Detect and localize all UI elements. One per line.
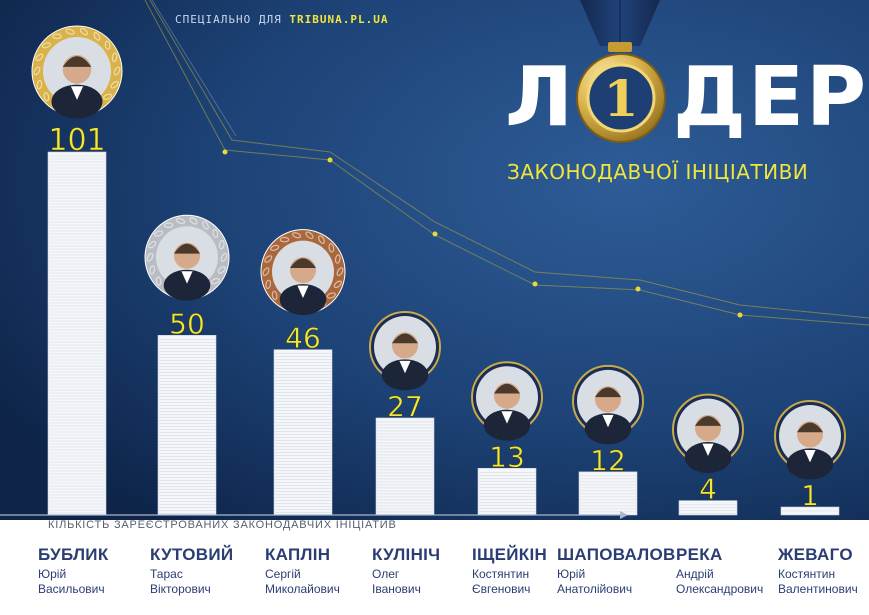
value-label: 13 bbox=[489, 440, 525, 473]
medal-number: 1 bbox=[604, 69, 639, 128]
person-8: ЖЕВАГО Костянтин Валентинович bbox=[778, 545, 858, 597]
paper-stack-icon bbox=[157, 334, 217, 516]
person-7: РЕКА Андрій Олександрович bbox=[676, 545, 763, 597]
medal-ribbon-icon bbox=[580, 0, 660, 52]
person-surname: ІЩЕЙКІН bbox=[472, 545, 548, 564]
credit-site: TRIBUNA.PL.UA bbox=[289, 13, 389, 26]
portrait-icon bbox=[483, 409, 531, 441]
chart-canvas: 101 50 46 27 13 12 4 1 bbox=[0, 0, 869, 520]
person-surname: ШАПОВАЛОВ bbox=[557, 545, 676, 564]
portrait-icon bbox=[163, 269, 211, 301]
paper-stack-lines bbox=[680, 504, 736, 514]
person-patronymic: Вікторович bbox=[150, 582, 211, 596]
subtitle: ЗАКОНОДАВЧОЇ ІНІЦІАТИВИ bbox=[507, 160, 809, 184]
paper-stack-icon bbox=[578, 471, 638, 516]
person-surname: ЖЕВАГО bbox=[778, 545, 853, 564]
page-title: Л 1 ДЕР bbox=[505, 48, 866, 148]
portrait-5 bbox=[471, 361, 543, 441]
paper-stack-lines bbox=[275, 353, 331, 513]
x-axis-label: КІЛЬКІСТЬ ЗАРЕЄСТРОВАНИХ ЗАКОНОДАВЧИХ ІН… bbox=[48, 519, 397, 531]
person-surname: БУБЛИК bbox=[38, 545, 109, 564]
portrait-icon bbox=[786, 448, 834, 480]
person-patronymic: Іванович bbox=[372, 582, 421, 596]
paper-stack-lines bbox=[479, 471, 535, 512]
portrait-icon bbox=[684, 442, 732, 474]
portrait-2 bbox=[144, 214, 230, 301]
arrow-right-icon bbox=[620, 511, 628, 519]
portrait-1 bbox=[31, 25, 123, 119]
person-6: ШАПОВАЛОВ Юрій Анатолійович bbox=[557, 545, 676, 597]
credit-line: СПЕЦІАЛЬНО ДЛЯ TRIBUNA.PL.UA bbox=[175, 13, 388, 26]
bar-7: 4 bbox=[672, 393, 744, 516]
people-names: БУБЛИК Юрій Васильович КУТОВИЙ Тарас Вікторов… bbox=[0, 545, 869, 615]
paper-stack-icon bbox=[47, 151, 107, 516]
person-2: КУТОВИЙ Тарас Вікторович bbox=[150, 545, 233, 597]
portrait-icon bbox=[51, 84, 103, 119]
medal-icon: 1 bbox=[576, 53, 666, 143]
paper-stack-lines bbox=[49, 155, 105, 514]
bars: 101 50 46 27 13 12 4 1 bbox=[31, 25, 846, 516]
value-label: 46 bbox=[285, 322, 321, 355]
portrait-7 bbox=[672, 393, 744, 474]
person-patronymic: Васильович bbox=[38, 582, 105, 596]
bar-2: 50 bbox=[144, 214, 230, 516]
person-surname: КУЛІНІЧ bbox=[372, 545, 441, 564]
person-5: ІЩЕЙКІН Костянтин Євгенович bbox=[472, 545, 547, 597]
person-first-name: Олег bbox=[372, 567, 400, 581]
bar-4: 27 bbox=[369, 310, 441, 516]
bar-3: 46 bbox=[260, 229, 346, 516]
title-right: ДЕР bbox=[673, 50, 869, 145]
paper-stack-icon bbox=[477, 467, 537, 516]
trend-dots bbox=[222, 149, 743, 318]
paper-stack-lines bbox=[580, 475, 636, 513]
person-patronymic: Валентинович bbox=[778, 582, 858, 596]
x-axis bbox=[0, 511, 628, 519]
person-first-name: Костянтин bbox=[778, 567, 836, 581]
person-3: КАПЛІН Сергій Миколайович bbox=[265, 545, 340, 597]
person-1: БУБЛИК Юрій Васильович bbox=[38, 545, 109, 597]
portrait-3 bbox=[260, 229, 346, 316]
person-first-name: Сергій bbox=[265, 567, 301, 581]
title-left: Л bbox=[505, 50, 576, 145]
paper-stack-lines bbox=[159, 338, 215, 514]
bar-5: 13 bbox=[471, 361, 543, 516]
person-patronymic: Євгенович bbox=[472, 582, 531, 596]
portrait-6 bbox=[572, 364, 644, 445]
portrait-icon bbox=[279, 284, 327, 316]
value-label: 50 bbox=[169, 307, 205, 340]
bar-1: 101 bbox=[31, 25, 123, 516]
person-patronymic: Миколайович bbox=[265, 582, 340, 596]
person-surname: КАПЛІН bbox=[265, 545, 331, 564]
paper-stack-icon bbox=[273, 349, 333, 516]
bar-8: 1 bbox=[774, 400, 846, 516]
person-patronymic: Анатолійович bbox=[557, 582, 633, 596]
person-first-name: Юрій bbox=[38, 567, 67, 581]
person-first-name: Андрій bbox=[676, 567, 714, 581]
credit-prefix: СПЕЦІАЛЬНО ДЛЯ bbox=[175, 13, 282, 26]
value-label: 12 bbox=[590, 444, 626, 477]
person-surname: РЕКА bbox=[676, 545, 723, 564]
paper-stack-lines bbox=[377, 421, 433, 513]
portrait-4 bbox=[369, 310, 441, 391]
value-label: 1 bbox=[801, 479, 819, 512]
value-label: 27 bbox=[387, 390, 423, 423]
laurel-wreath-icon bbox=[146, 217, 228, 298]
portrait-icon bbox=[381, 359, 429, 391]
value-label: 101 bbox=[48, 123, 105, 158]
person-surname: КУТОВИЙ bbox=[150, 545, 234, 564]
portrait-icon bbox=[584, 413, 632, 445]
person-patronymic: Олександрович bbox=[676, 582, 764, 596]
person-first-name: Костянтин bbox=[472, 567, 530, 581]
portrait-8 bbox=[774, 400, 846, 480]
value-label: 4 bbox=[699, 473, 717, 506]
paper-stack-icon bbox=[375, 417, 435, 516]
person-first-name: Тарас bbox=[150, 567, 183, 581]
person-4: КУЛІНІЧ Олег Іванович bbox=[372, 545, 440, 597]
bar-6: 12 bbox=[572, 364, 644, 516]
person-first-name: Юрій bbox=[557, 567, 586, 581]
decorative-trend-lines bbox=[144, 0, 869, 326]
